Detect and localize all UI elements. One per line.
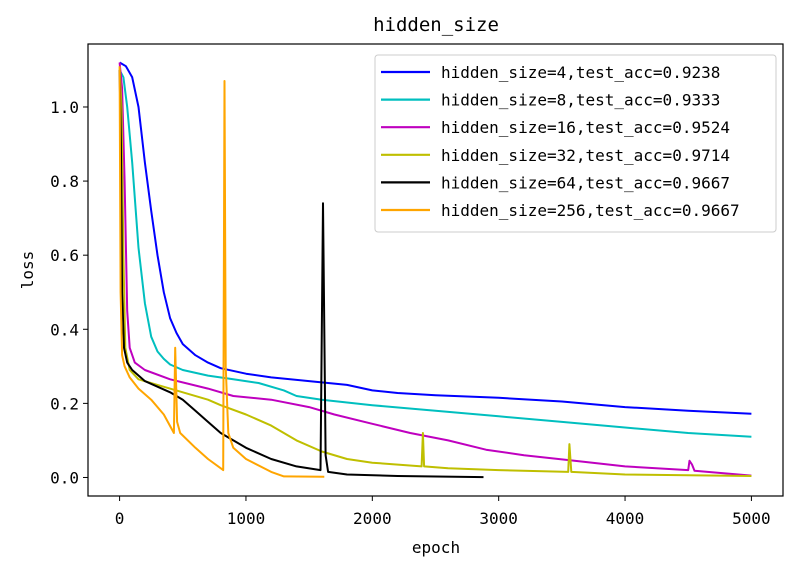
legend-label-4: hidden_size=32,test_acc=0.9714	[441, 146, 730, 165]
legend-label-3: hidden_size=16,test_acc=0.9524	[441, 118, 730, 137]
y-tick-label: 0.6	[50, 246, 79, 265]
y-tick-label: 0.8	[50, 172, 79, 191]
series-line-1	[119, 61, 752, 415]
series-line-2	[118, 69, 752, 438]
x-tick-label: 1000	[227, 509, 266, 528]
chart-title: hidden_size	[373, 14, 499, 36]
legend-box	[374, 54, 777, 233]
legend-label-1: hidden_size=4,test_acc=0.9238	[441, 63, 720, 82]
y-tick-label: 0.2	[50, 394, 79, 413]
y-tick-label: 1.0	[50, 98, 79, 117]
y-tick-label: 0.0	[50, 468, 79, 487]
x-axis-label: epoch	[412, 538, 460, 557]
plot-frame	[87, 43, 784, 497]
x-tick-label: 0	[115, 509, 125, 528]
x-tick-label: 4000	[606, 509, 645, 528]
x-axis-ticks: 0 1000 2000 3000 4000 5000	[115, 496, 771, 528]
legend-label-5: hidden_size=64,test_acc=0.9667	[441, 173, 730, 192]
x-tick-label: 2000	[353, 509, 392, 528]
y-axis-label: loss	[18, 251, 37, 290]
legend-label-6: hidden_size=256,test_acc=0.9667	[441, 201, 740, 220]
y-tick-label: 0.4	[50, 320, 79, 339]
series-line-3	[118, 62, 752, 477]
x-tick-label: 3000	[479, 509, 518, 528]
series-line-6	[118, 66, 325, 478]
legend: hidden_size=4,test_acc=0.9238 hidden_size…	[374, 54, 777, 233]
legend-label-2: hidden_size=8,test_acc=0.9333	[441, 91, 720, 110]
x-tick-label: 5000	[732, 509, 771, 528]
plot-lines	[118, 61, 752, 479]
series-line-5	[118, 69, 484, 479]
series-line-4	[118, 69, 752, 477]
y-axis-ticks: 0.0 0.2 0.4 0.6 0.8 1.0	[50, 98, 88, 487]
